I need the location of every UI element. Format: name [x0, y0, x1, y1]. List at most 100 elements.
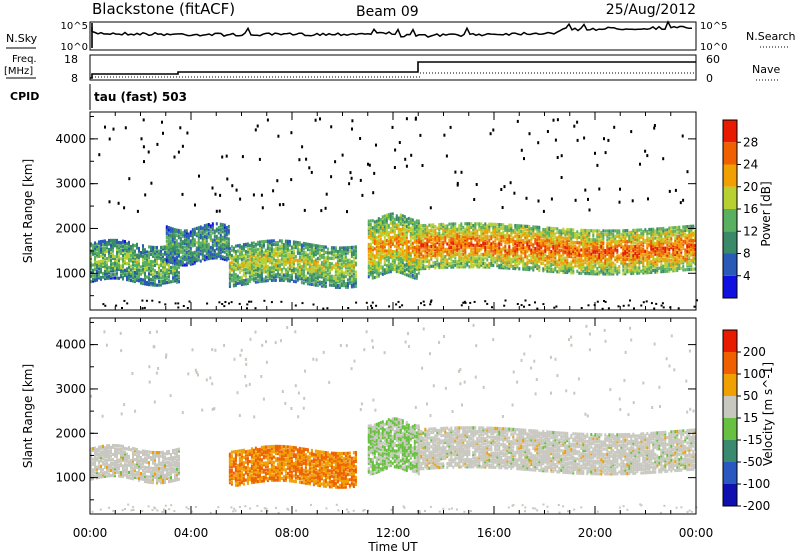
range-cell	[554, 254, 557, 258]
range-cell	[536, 252, 539, 256]
range-cell	[568, 269, 571, 273]
range-cell	[207, 242, 210, 246]
range-cell	[598, 243, 601, 247]
range-cell	[219, 238, 222, 242]
range-cell	[205, 237, 208, 241]
range-cell	[354, 281, 357, 285]
range-cell	[552, 246, 555, 250]
range-cell	[330, 247, 333, 252]
range-cell	[472, 247, 475, 251]
range-cell	[373, 220, 376, 224]
range-cell	[478, 240, 481, 244]
range-cell	[167, 245, 170, 249]
range-cell	[422, 231, 425, 235]
range-cell	[332, 274, 335, 279]
range-cell	[454, 251, 457, 255]
range-cell	[580, 271, 583, 275]
range-cell	[223, 255, 226, 260]
range-cell	[405, 232, 408, 236]
range-cell	[548, 253, 551, 257]
range-cell	[250, 268, 253, 272]
range-cell	[371, 247, 374, 251]
range-cell	[608, 229, 611, 233]
range-cell	[572, 233, 575, 237]
range-cell	[405, 241, 408, 245]
range-cell	[166, 270, 168, 274]
range-cell	[302, 274, 305, 278]
range-cell	[415, 276, 418, 280]
range-cell	[397, 230, 400, 235]
range-cell	[340, 253, 343, 257]
range-cell	[568, 246, 571, 250]
range-cell	[413, 270, 416, 275]
range-cell	[191, 228, 194, 232]
range-cell	[510, 223, 513, 227]
range-cell	[90, 262, 92, 266]
range-cell	[322, 275, 325, 279]
range-cell	[258, 260, 261, 264]
range-cell	[154, 245, 156, 250]
range-cell	[582, 262, 585, 266]
range-cell	[632, 262, 635, 267]
range-cell	[636, 269, 639, 273]
range-cell	[118, 255, 120, 259]
range-cell	[274, 278, 277, 282]
range-cell	[522, 246, 525, 250]
range-cell	[538, 227, 541, 231]
range-cell	[232, 282, 235, 286]
range-cell	[136, 266, 138, 270]
range-cell	[369, 255, 372, 259]
range-cell	[116, 247, 118, 252]
range-cell	[268, 271, 271, 275]
range-cell	[104, 253, 106, 257]
range-cell	[346, 285, 349, 289]
range-cell	[452, 247, 455, 251]
range-cell	[558, 229, 561, 233]
range-cell	[564, 233, 567, 237]
range-cell	[614, 247, 617, 251]
range-cell	[211, 222, 214, 226]
range-cell	[508, 225, 511, 229]
range-cell	[346, 273, 349, 277]
range-cell	[219, 247, 222, 251]
range-cell	[177, 261, 180, 265]
range-cell	[369, 249, 372, 254]
range-cell	[230, 266, 233, 270]
range-cell	[262, 250, 265, 254]
range-cell	[136, 269, 138, 273]
range-cell	[246, 271, 249, 275]
range-cell	[278, 253, 281, 257]
range-cell	[288, 261, 291, 265]
range-cell	[203, 236, 206, 240]
range-cell	[215, 256, 218, 260]
range-cell	[542, 244, 545, 248]
range-cell	[173, 228, 176, 232]
range-cell	[308, 257, 311, 261]
range-cell	[387, 266, 390, 270]
range-cell	[205, 243, 208, 247]
range-cell	[340, 276, 343, 280]
range-cell	[578, 244, 581, 248]
range-cell	[367, 244, 370, 248]
range-cell	[448, 238, 451, 242]
range-cell	[215, 227, 218, 231]
range-cell	[330, 278, 333, 282]
range-cell	[227, 230, 230, 234]
range-cell	[178, 274, 180, 278]
range-cell	[181, 241, 184, 246]
range-cell	[454, 240, 457, 244]
range-cell	[646, 260, 649, 264]
range-cell	[377, 231, 380, 235]
range-cell	[373, 223, 376, 228]
freq-panel-frame	[89, 54, 697, 81]
range-cell	[367, 260, 370, 264]
range-cell	[128, 257, 130, 261]
range-cell	[181, 240, 184, 244]
range-cell	[399, 258, 402, 262]
range-cell	[586, 264, 589, 268]
range-cell	[498, 230, 501, 234]
range-cell	[134, 278, 136, 282]
range-cell	[278, 251, 281, 255]
range-cell	[444, 235, 447, 239]
range-cell	[590, 248, 593, 252]
